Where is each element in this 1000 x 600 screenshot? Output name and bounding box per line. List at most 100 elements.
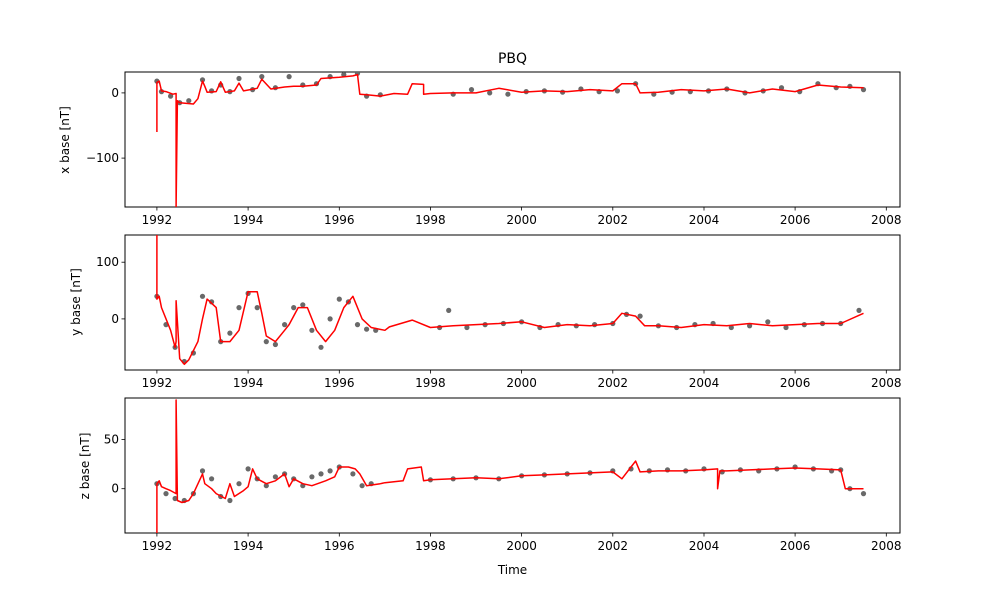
x-tick-label: 2004 (689, 213, 720, 227)
x-tick-label: 2002 (598, 539, 629, 553)
data-point (199, 77, 206, 83)
y-base-plot-area (124, 234, 901, 371)
data-point (446, 307, 452, 313)
x-tick-label: 2004 (689, 376, 720, 390)
data-point (847, 83, 853, 89)
data-point (282, 322, 288, 328)
baseline-series-line (156, 399, 864, 533)
data-point (783, 324, 789, 331)
x-tick-label: 1992 (142, 539, 173, 553)
data-point (860, 491, 867, 497)
baseline-series-line (156, 73, 864, 207)
y-base-marks (154, 235, 864, 366)
data-point (309, 474, 315, 480)
x-base-panel: x base [nT] 1992 1994 1996 1998 2000 2002 2004… (58, 71, 902, 227)
data-point (468, 87, 475, 93)
data-point (364, 326, 370, 332)
y-tick-label: 0 (111, 482, 119, 496)
data-point (199, 293, 206, 299)
data-point (199, 468, 206, 474)
data-point (236, 75, 242, 82)
x-base-yticks: 0 −100 (86, 86, 125, 165)
x-axis-label: Time (497, 563, 527, 577)
z-base-xticks: 1992 1994 1996 1998 2000 2002 2004 2006 2008 (142, 533, 902, 553)
data-point (778, 85, 785, 91)
z-base-ylabel: z base [nT] (78, 433, 92, 500)
x-tick-label: 1994 (233, 213, 264, 227)
data-point (245, 466, 251, 472)
y-tick-label: 0 (111, 312, 119, 326)
data-point (209, 476, 215, 482)
data-point (254, 305, 260, 311)
y-base-yticks: 100 0 (96, 255, 125, 326)
data-point (765, 319, 771, 325)
data-point (168, 93, 174, 99)
z-base-panel: z base [nT] 1992 1994 1996 1998 2000 2002 2004… (78, 397, 902, 553)
x-tick-label: 1998 (415, 213, 446, 227)
data-point (227, 330, 233, 336)
data-point (359, 483, 365, 489)
data-point (259, 74, 265, 80)
data-point (487, 90, 493, 96)
z-base-marks (154, 399, 867, 533)
y-tick-label: 100 (96, 255, 119, 269)
x-tick-label: 2000 (506, 213, 537, 227)
data-point (309, 327, 315, 333)
x-tick-label: 1996 (324, 376, 355, 390)
x-base-ylabel: x base [nT] (58, 106, 72, 174)
x-tick-label: 2006 (780, 539, 811, 553)
x-tick-label: 2000 (506, 539, 537, 553)
data-point (186, 98, 192, 104)
x-tick-label: 1998 (415, 376, 446, 390)
y-tick-label: 50 (104, 432, 119, 446)
data-point (236, 305, 242, 311)
y-tick-label: 0 (111, 86, 119, 100)
data-point (327, 468, 333, 474)
x-tick-label: 1996 (324, 539, 355, 553)
x-tick-label: 2002 (598, 376, 629, 390)
x-tick-label: 2006 (780, 376, 811, 390)
data-point (318, 471, 324, 477)
data-point (300, 302, 306, 308)
data-point (336, 296, 342, 302)
z-base-plot-area (124, 397, 901, 534)
baseline-series-line (156, 235, 864, 366)
data-point (327, 316, 333, 322)
data-point (163, 491, 169, 497)
x-tick-label: 2002 (598, 213, 629, 227)
data-point (664, 467, 671, 473)
data-point (272, 474, 278, 480)
data-point (172, 495, 178, 502)
z-base-yticks: 50 0 (104, 432, 125, 496)
y-tick-label: −100 (86, 151, 119, 165)
x-tick-label: 2008 (871, 213, 902, 227)
x-base-xticks: 1992 1994 1996 1998 2000 2002 2004 2006 2008 (142, 207, 902, 227)
data-point (637, 313, 643, 319)
x-tick-label: 1992 (142, 376, 173, 390)
x-tick-label: 1998 (415, 539, 446, 553)
x-tick-label: 2006 (780, 213, 811, 227)
y-base-xticks: 1992 1994 1996 1998 2000 2002 2004 2006 2008 (142, 370, 902, 390)
data-point (286, 74, 292, 80)
data-point (209, 299, 215, 305)
data-point (263, 483, 269, 489)
data-point (856, 307, 862, 313)
x-tick-label: 1996 (324, 213, 355, 227)
data-point (291, 305, 297, 311)
data-point (318, 344, 324, 350)
data-point (614, 88, 621, 94)
data-point (263, 339, 269, 345)
x-tick-label: 2008 (871, 376, 902, 390)
data-point (236, 481, 242, 487)
x-tick-label: 2000 (506, 376, 537, 390)
chart-title: PBQ (498, 51, 527, 67)
x-tick-label: 2008 (871, 539, 902, 553)
data-point (464, 324, 470, 331)
x-tick-label: 1992 (142, 213, 173, 227)
x-base-plot-area (124, 71, 901, 208)
data-point (747, 323, 753, 329)
x-base-marks (154, 72, 867, 207)
y-base-panel: y base [nT] 1992 1994 1996 1998 2000 2002 2004… (69, 234, 902, 390)
x-tick-label: 2004 (689, 539, 720, 553)
